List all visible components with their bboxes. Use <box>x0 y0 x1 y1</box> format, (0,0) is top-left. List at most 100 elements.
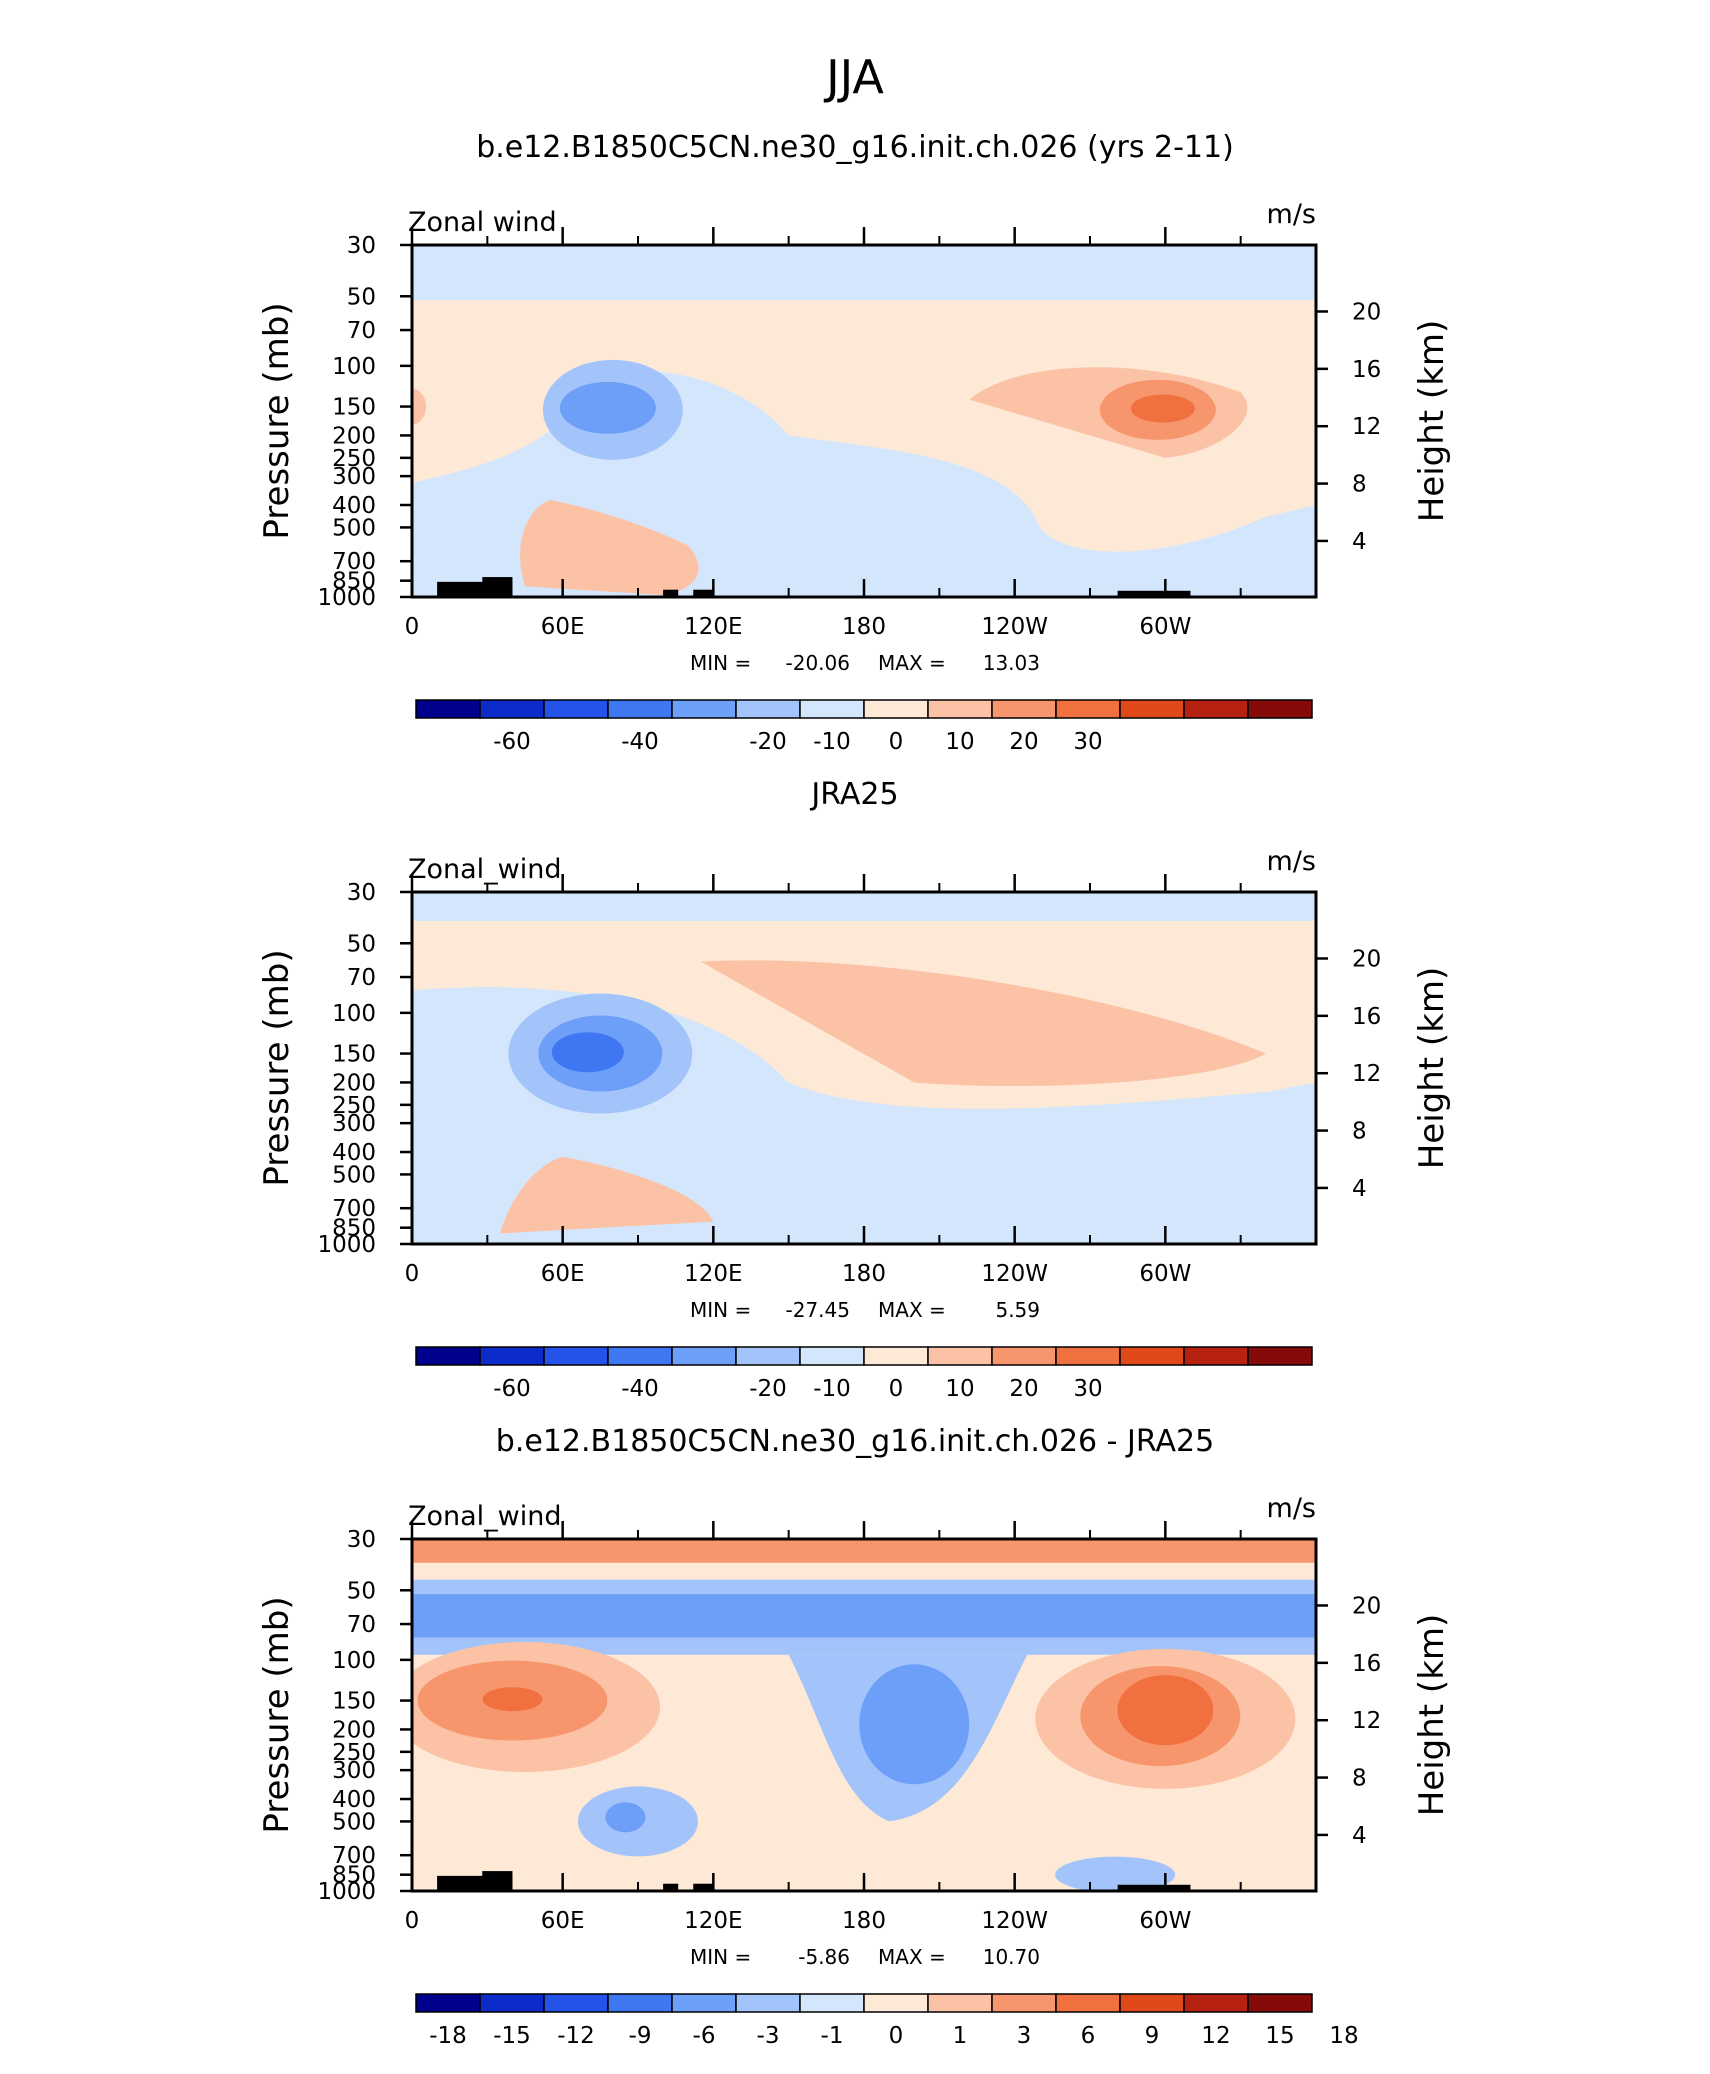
field-label: Zonal wind <box>408 207 557 238</box>
y-axis-title-right: Height (km) <box>1412 320 1452 523</box>
fill-lowlevel-core <box>605 1802 646 1833</box>
y-right-tick-label: 8 <box>1352 1766 1367 1792</box>
y-tick-label: 300 <box>332 1758 376 1784</box>
x-tick-label: 180 <box>842 1908 886 1934</box>
y-tick-label: 100 <box>332 1648 376 1674</box>
y-tick-label: 300 <box>332 1111 376 1137</box>
colorbar-box <box>863 699 929 719</box>
colorbar: -18 -15 -12 -9 -6 -3 -1 0 1 3 6 9 12 15 18 <box>415 1993 1359 2049</box>
y-right-tick-label: 16 <box>1352 1004 1381 1030</box>
topography-block <box>1117 590 1191 597</box>
colorbar-tick-label: 9 <box>1145 2023 1160 2049</box>
colorbar-box <box>1119 1346 1185 1366</box>
panel-title: b.e12.B1850C5CN.ne30_g16.init.ch.026 (yr… <box>476 130 1234 165</box>
panels-group: b.e12.B1850C5CN.ne30_g16.init.ch.026 (yr… <box>257 130 1452 2049</box>
colorbar-tick-label: 0 <box>889 2023 904 2049</box>
y-tick-label: 70 <box>347 965 376 991</box>
fill-lowlevel-positive <box>499 1156 714 1234</box>
stats-min-label: MIN = <box>690 651 751 675</box>
colorbar-tick-label: 1 <box>953 2023 968 2049</box>
x-tick-label: 120E <box>684 1908 742 1934</box>
topography-block <box>482 1871 513 1891</box>
colorbar-tick-label: 30 <box>1073 1376 1102 1402</box>
stats-min-label: MIN = <box>690 1298 751 1322</box>
colorbar-box <box>671 1993 737 2013</box>
colorbar-box <box>799 1993 865 2013</box>
field-label: Zonal_wind <box>408 1501 562 1532</box>
colorbar-box <box>735 699 801 719</box>
stats-min-value: -27.45 <box>786 1298 850 1322</box>
colorbar-box <box>991 1346 1057 1366</box>
fill-westerly-20 <box>1130 394 1195 423</box>
colorbar-tick-label: -40 <box>621 729 659 755</box>
y-tick-label: 250 <box>332 446 376 472</box>
colorbar-tick-label: -40 <box>621 1376 659 1402</box>
colorbar-box <box>991 1993 1057 2013</box>
topography-block <box>482 577 513 597</box>
colorbar-box <box>1119 699 1185 719</box>
y-tick-label: 100 <box>332 1001 376 1027</box>
colorbar-box <box>543 1346 609 1366</box>
y-right-tick-label: 12 <box>1352 1061 1381 1087</box>
figure-title: JJA <box>823 50 884 104</box>
colorbar-tick-label: -60 <box>493 729 531 755</box>
y-right-tick-label: 20 <box>1352 299 1381 325</box>
y-axis-title: Pressure (mb) <box>257 949 297 1186</box>
colorbar-box <box>1055 1346 1121 1366</box>
colorbar-box <box>799 1346 865 1366</box>
colorbar-box <box>543 699 609 719</box>
y-axis-title: Pressure (mb) <box>257 1596 297 1833</box>
y-tick-label: 150 <box>332 1689 376 1715</box>
colorbar-tick-label: 15 <box>1265 2023 1294 2049</box>
y-right-tick-label: 12 <box>1352 414 1381 440</box>
y-tick-label: 150 <box>332 395 376 421</box>
fill-jet-20 <box>559 381 656 434</box>
colorbar-box <box>607 699 673 719</box>
panel-title: JRA25 <box>809 777 898 812</box>
stats-max-value: 5.59 <box>995 1298 1040 1322</box>
y-right-tick-label: 4 <box>1352 1176 1367 1202</box>
fill-left-positive-9 <box>482 1687 543 1712</box>
x-tick-label: 0 <box>405 1261 420 1287</box>
stats-max-value: 13.03 <box>983 651 1040 675</box>
chart-panel-3: b.e12.B1850C5CN.ne30_g16.init.ch.026 - J… <box>257 1424 1452 2049</box>
y-tick-label: 500 <box>332 1162 376 1188</box>
colorbar-tick-label: 20 <box>1009 1376 1038 1402</box>
colorbar-box <box>479 1346 545 1366</box>
colorbar-tick-label: -1 <box>821 2023 844 2049</box>
y-right-tick-label: 4 <box>1352 1823 1367 1849</box>
colorbar: -60 -40 -20 -10 0 10 20 30 <box>415 1346 1313 1402</box>
colorbar-box <box>1183 699 1249 719</box>
chart-panel-2: JRA25 Zonal_wind m/s 0 60E 120E 180 120W 60W 30 50… <box>257 777 1452 1402</box>
stats-max-label: MAX = <box>878 1298 946 1322</box>
colorbar-box <box>1055 1993 1121 2013</box>
topography-block <box>663 1883 679 1891</box>
contour-fills <box>412 245 1316 597</box>
y-right-tick-label: 12 <box>1352 1708 1381 1734</box>
colorbar-box <box>927 699 993 719</box>
topography-block <box>693 1883 714 1891</box>
colorbar-box <box>671 699 737 719</box>
y-tick-label: 500 <box>332 515 376 541</box>
fill-right-positive-9 <box>1117 1675 1214 1746</box>
colorbar-box <box>735 1346 801 1366</box>
colorbar-box <box>415 1993 481 2013</box>
y-tick-label: 70 <box>347 1612 376 1638</box>
colorbar-box <box>671 1346 737 1366</box>
x-tick-label: 60E <box>541 1261 585 1287</box>
colorbar-tick-label: 20 <box>1009 729 1038 755</box>
colorbar-tick-label: 6 <box>1081 2023 1096 2049</box>
y-tick-label: 30 <box>347 233 376 259</box>
colorbar-box <box>1119 1993 1185 2013</box>
colorbar-tick-label: -3 <box>757 2023 780 2049</box>
colorbar-box <box>1247 1346 1313 1366</box>
y-tick-label: 500 <box>332 1809 376 1835</box>
colorbar-tick-label: 30 <box>1073 729 1102 755</box>
colorbar-box <box>607 1993 673 2013</box>
colorbar-box <box>863 1993 929 2013</box>
y-tick-label: 30 <box>347 880 376 906</box>
y-tick-label: 700 <box>332 549 376 575</box>
colorbar-tick-label: 0 <box>889 729 904 755</box>
colorbar-tick-label: -12 <box>557 2023 595 2049</box>
colorbar-tick-label: -15 <box>493 2023 531 2049</box>
